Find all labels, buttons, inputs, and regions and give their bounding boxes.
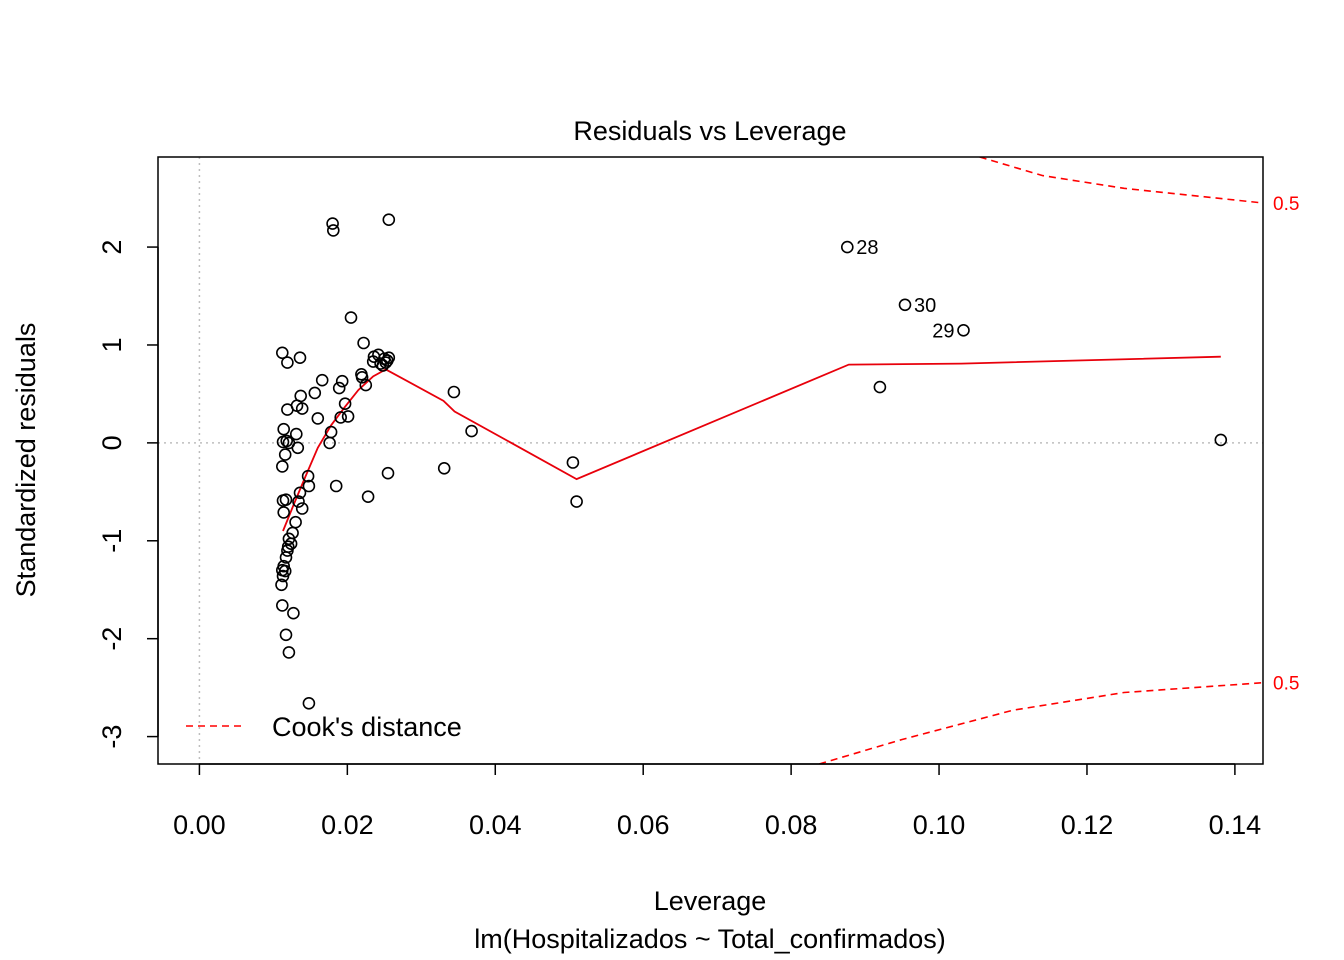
x-tick-label: 0.00 — [173, 810, 226, 840]
data-point — [275, 346, 289, 360]
data-point — [302, 479, 316, 493]
x-tick-label: 0.12 — [1061, 810, 1114, 840]
data-point — [382, 351, 396, 365]
y-tick-label: 2 — [97, 240, 127, 255]
data-point — [277, 506, 291, 519]
y-tick-label: -3 — [97, 725, 127, 749]
smooth-line-group — [282, 355, 1221, 532]
data-point — [280, 434, 294, 448]
data-point — [282, 646, 296, 659]
reference-lines — [158, 157, 1263, 764]
data-point — [324, 425, 338, 439]
smooth-line — [282, 355, 1221, 532]
data-point — [957, 323, 970, 337]
data-point — [301, 469, 315, 483]
data-point — [293, 351, 307, 365]
cooks-level-label-upper: 0.5 — [1273, 194, 1299, 215]
data-point — [465, 424, 478, 438]
data-point — [437, 461, 451, 475]
x-tick-label: 0.02 — [321, 810, 374, 840]
data-point — [332, 381, 346, 395]
points-group — [275, 213, 1228, 710]
data-point — [293, 486, 307, 500]
data-point — [334, 411, 348, 424]
legend-label-cooks-distance: Cook's distance — [272, 712, 462, 742]
x-axis: 0.00 0.02 0.04 0.06 0.08 0.10 0.12 0.14 — [173, 763, 1262, 840]
data-point — [382, 213, 396, 226]
data-point — [315, 373, 329, 387]
data-point — [357, 336, 370, 350]
data-point — [289, 427, 303, 441]
data-point — [275, 460, 289, 473]
data-point — [873, 380, 887, 394]
data-point — [275, 599, 289, 612]
data-point — [359, 378, 373, 392]
x-tick-label: 0.08 — [765, 810, 818, 840]
x-tick-label: 0.06 — [617, 810, 670, 840]
data-point — [277, 422, 291, 436]
data-point — [291, 441, 305, 455]
plot-frame — [157, 156, 1264, 765]
data-point — [447, 385, 461, 399]
data-point — [308, 386, 322, 400]
cook-level-labels: 0.5 0.5 — [1273, 194, 1299, 695]
data-point — [289, 515, 302, 529]
data-point — [292, 495, 305, 508]
data-point — [341, 410, 355, 423]
data-point — [329, 479, 343, 493]
data-point — [335, 374, 349, 388]
data-point — [840, 240, 854, 254]
data-point — [302, 696, 316, 710]
data-point — [566, 456, 580, 469]
y-tick-label: 1 — [97, 337, 127, 352]
data-point — [278, 564, 292, 578]
chart-subtitle: lm(Hospitalizados ~ Total_confirmados) — [474, 924, 945, 954]
data-point — [278, 448, 292, 461]
data-point — [1214, 433, 1228, 447]
x-tick-label: 0.10 — [913, 810, 966, 840]
data-point — [294, 389, 308, 403]
y-axis-title: Standardized residuals — [11, 323, 41, 598]
data-point — [570, 495, 583, 508]
data-point — [295, 402, 309, 415]
data-point — [275, 578, 288, 592]
data-point — [381, 466, 395, 480]
point-labels-group: 28 30 29 — [856, 237, 954, 342]
point-label-29: 29 — [932, 320, 954, 342]
data-point — [355, 370, 369, 384]
data-point — [281, 356, 294, 369]
y-axis: -3 -2 -1 0 1 2 — [97, 240, 159, 749]
x-tick-label: 0.14 — [1209, 810, 1262, 840]
data-point — [326, 224, 340, 237]
chart-title: Residuals vs Leverage — [573, 116, 846, 146]
data-point — [281, 544, 294, 557]
cooks-distance-line-upper — [979, 157, 1263, 204]
point-label-30: 30 — [914, 295, 936, 317]
data-point — [279, 493, 293, 507]
cooks-distance-lines — [818, 157, 1263, 764]
cooks-level-label-lower: 0.5 — [1273, 674, 1299, 695]
data-point — [279, 628, 293, 642]
data-point — [311, 412, 325, 425]
data-point — [361, 490, 375, 504]
data-point — [344, 311, 358, 324]
data-point — [338, 397, 352, 411]
data-point — [295, 502, 309, 515]
data-point — [287, 606, 300, 620]
data-point — [279, 551, 293, 564]
x-tick-label: 0.04 — [469, 810, 522, 840]
cooks-distance-line-lower — [818, 681, 1263, 764]
data-point — [326, 217, 339, 230]
y-tick-label: -1 — [97, 529, 127, 553]
x-axis-title: Leverage — [654, 886, 767, 916]
y-tick-label: -2 — [97, 627, 127, 651]
y-tick-label: 0 — [97, 435, 127, 450]
legend: Cook's distance — [186, 712, 462, 742]
data-point — [898, 298, 912, 312]
point-label-28: 28 — [856, 237, 878, 259]
